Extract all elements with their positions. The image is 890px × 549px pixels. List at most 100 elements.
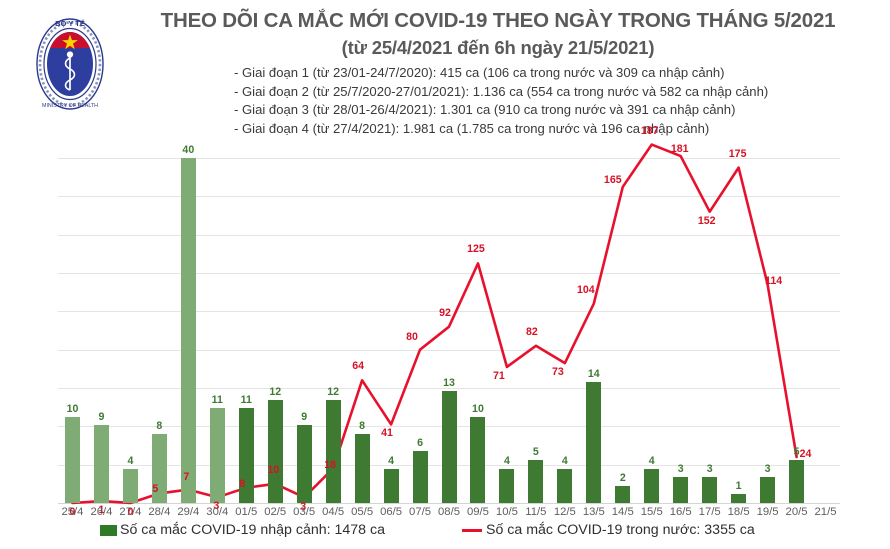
bar-value-label: 11	[240, 394, 252, 407]
x-axis-tick: 06/5	[380, 506, 403, 518]
bar-value-label: 4	[127, 454, 134, 467]
x-axis-tick: 05/5	[351, 506, 374, 518]
x-axis-tick: 19/5	[756, 506, 779, 518]
bar-20-5[interactable]	[789, 459, 805, 503]
bar-value-label: 12	[327, 385, 340, 398]
x-axis-tick: 26/4	[90, 506, 113, 518]
bar-value-label: 3	[764, 463, 771, 476]
x-axis-tick: 09/5	[466, 506, 489, 518]
line-value-label: 64	[352, 360, 364, 373]
line-value-label: 92	[439, 306, 451, 319]
x-axis-tick: 08/5	[438, 506, 460, 518]
bar-27-4[interactable]	[122, 468, 138, 503]
bar-value-label: 3	[677, 463, 684, 476]
bar-12-5[interactable]	[557, 468, 573, 503]
line-value-label: 3	[300, 501, 307, 514]
line-value-label: 114	[765, 274, 783, 287]
x-axis-tick: 02/5	[264, 506, 287, 518]
bar-value-label: 8	[156, 420, 163, 432]
logo-bottom-text: MINISTRY OF HEALTH	[42, 103, 98, 109]
x-axis-tick: 15/5	[640, 506, 663, 518]
line-value-label: 165	[603, 173, 622, 186]
bar-value-label: 4	[561, 454, 568, 467]
gridline	[58, 311, 840, 313]
x-axis-tick: 13/5	[582, 506, 605, 518]
line-value-label: 24	[799, 448, 812, 460]
phase-line: - Giai đoạn 2 (từ 25/7/2020-27/01/2021):…	[234, 83, 769, 99]
x-axis-tick: 07/5	[409, 506, 432, 518]
bar-25-4[interactable]	[64, 416, 80, 503]
bar-29-4[interactable]	[180, 158, 196, 503]
bar-15-5[interactable]	[644, 468, 660, 503]
bar-17-5[interactable]	[702, 477, 718, 503]
x-axis-tick: 27/4	[119, 506, 142, 518]
ministry-of-health-logo: BỘ Y TẾ MINISTRY OF HEALTH	[32, 14, 108, 112]
chart-title: THEO DÕI CA MẮC MỚI COVID-19 THEO NGÀY T…	[160, 9, 836, 32]
x-axis-tick: 03/5	[293, 506, 316, 518]
bar-value-label: 4	[388, 454, 395, 467]
x-axis-tick: 16/5	[669, 506, 692, 518]
line-value-label: 104	[576, 283, 595, 296]
legend-line-label: Số ca mắc COVID-19 trong nước: 3355 ca	[486, 522, 755, 538]
line-value-label: 73	[551, 366, 564, 379]
bar-11-5[interactable]	[528, 459, 544, 503]
x-axis-tick: 29/4	[177, 506, 200, 518]
line-value-label: 7	[183, 470, 190, 483]
line-value-label: 10	[267, 463, 280, 476]
x-axis-tick: 11/5	[525, 506, 547, 518]
bar-16-5[interactable]	[673, 477, 689, 503]
line-value-label: 41	[381, 427, 393, 440]
bar-03-5[interactable]	[296, 425, 312, 503]
line-value-label: 71	[493, 369, 505, 382]
bar-value-label: 4	[503, 454, 510, 467]
x-axis-tick: 25/4	[61, 506, 84, 518]
line-value-label: 3	[213, 500, 220, 513]
gridline	[58, 349, 840, 351]
bar-01-5[interactable]	[238, 408, 254, 503]
bar-13-5[interactable]	[586, 382, 602, 503]
bar-value-label: 14	[587, 368, 600, 381]
bar-value-label: 40	[182, 144, 195, 156]
bar-14-5[interactable]	[615, 485, 631, 503]
legend-line-swatch	[462, 529, 482, 532]
line-value-label: 175	[728, 147, 747, 160]
x-axis-tick: 28/4	[148, 506, 171, 518]
legend-bar-label: Số ca mắc COVID-19 nhập cảnh: 1478 ca	[120, 522, 385, 538]
bar-value-label: 4	[648, 454, 655, 467]
gridline	[58, 234, 840, 236]
bar-18-5[interactable]	[731, 494, 747, 503]
x-axis-tick: 12/5	[553, 506, 576, 518]
bar-28-4[interactable]	[151, 434, 167, 503]
bar-30-4[interactable]	[209, 408, 225, 503]
chart-plot-area: 0204060801001201401601800510152025303540…	[0, 125, 890, 518]
bar-value-label: 8	[359, 420, 366, 432]
bar-08-5[interactable]	[441, 390, 457, 503]
x-axis-tick: 10/5	[495, 506, 518, 518]
chart-legend: Số ca mắc COVID-19 nhập cảnh: 1478 ca Số…	[0, 518, 890, 549]
bar-value-label: 9	[301, 411, 308, 424]
bar-value-label: 5	[793, 445, 800, 458]
bar-value-label: 2	[619, 471, 626, 484]
bar-05-5[interactable]	[354, 434, 370, 503]
bar-value-label: 1	[735, 480, 742, 493]
logo-top-text: BỘ Y TẾ	[55, 18, 85, 28]
chart-subtitle: (từ 25/4/2021 đến 6h ngày 21/5/2021)	[341, 37, 655, 58]
bar-26-4[interactable]	[93, 425, 109, 503]
bar-06-5[interactable]	[383, 468, 399, 503]
bar-04-5[interactable]	[325, 399, 341, 503]
x-axis-tick: 01/5	[235, 506, 258, 518]
bar-19-5[interactable]	[760, 477, 776, 503]
line-value-label: 0	[69, 506, 76, 518]
bar-value-label: 9	[98, 411, 105, 424]
phase-summary-list: - Giai đoạn 1 (từ 23/01-24/7/2020): 415 …	[150, 64, 890, 138]
line-value-label: 125	[467, 243, 485, 256]
x-axis-tick: 18/5	[727, 506, 750, 518]
bar-09-5[interactable]	[470, 416, 486, 503]
phase-line: - Giai đoạn 3 (từ 28/01-26/4/2021): 1.30…	[234, 102, 736, 118]
phase-line: - Giai đoạn 1 (từ 23/01-24/7/2020): 415 …	[234, 65, 725, 80]
x-axis-tick: 21/5	[814, 506, 837, 518]
bar-10-5[interactable]	[499, 468, 515, 503]
bar-07-5[interactable]	[412, 451, 428, 503]
gridline	[58, 503, 840, 504]
bar-02-5[interactable]	[267, 399, 283, 503]
